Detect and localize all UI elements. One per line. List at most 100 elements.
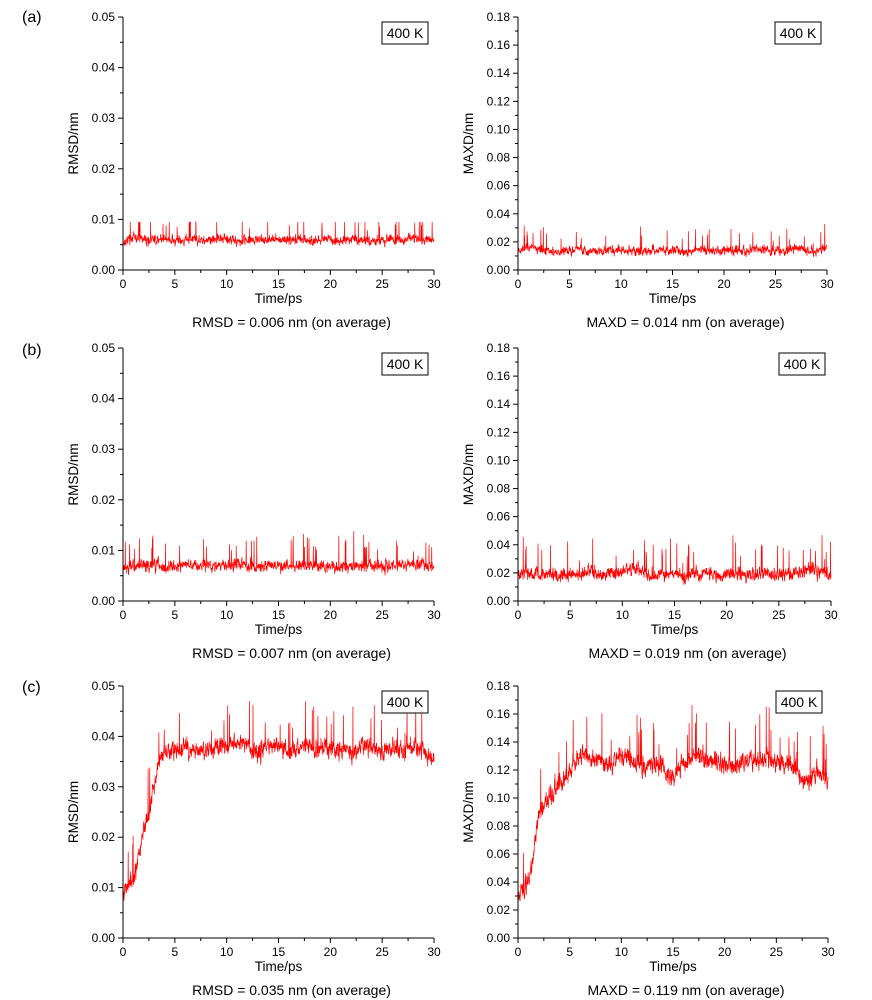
- annotation-text-c-rmsd: 400 K: [387, 694, 424, 710]
- x-axis-label-c-rmsd: Time/ps: [255, 959, 303, 974]
- x-tick-label-a-rmsd-4: 20: [324, 277, 338, 291]
- x-tick-label-c-rmsd-0: 0: [120, 945, 127, 959]
- x-axis-label-a-rmsd: Time/ps: [255, 291, 303, 306]
- y-tick-label-b-maxd-0: 0.00: [487, 594, 511, 608]
- y-tick-label-b-maxd-9: 0.18: [487, 341, 511, 355]
- x-tick-label-b-rmsd-1: 5: [171, 608, 178, 622]
- x-tick-label-b-rmsd-2: 10: [220, 608, 234, 622]
- x-axis-label-b-maxd: Time/ps: [651, 622, 699, 637]
- annotation-text-c-maxd: 400 K: [781, 694, 818, 710]
- x-tick-label-b-maxd-5: 25: [772, 608, 786, 622]
- annotation-box-c-maxd: [775, 690, 823, 714]
- caption-b-maxd: MAXD = 0.019 nm (on average): [588, 645, 786, 661]
- annotation-box-c-rmsd: [381, 690, 429, 714]
- x-axis-label-c-maxd: Time/ps: [649, 959, 697, 974]
- y-tick-label-c-maxd-3: 0.06: [487, 847, 511, 861]
- caption-c-maxd: MAXD = 0.119 nm (on average): [587, 982, 784, 998]
- x-tick-label-a-maxd-1: 5: [566, 277, 573, 291]
- y-tick-label-c-maxd-4: 0.08: [487, 819, 511, 833]
- annotation-box-a-rmsd: [381, 21, 429, 45]
- annotation-text-b-maxd: 400 K: [784, 356, 821, 372]
- x-tick-label-a-maxd-6: 30: [820, 277, 834, 291]
- x-tick-label-c-maxd-2: 10: [615, 945, 629, 959]
- y-tick-label-a-maxd-1: 0.02: [487, 235, 511, 249]
- x-tick-label-b-rmsd-6: 30: [427, 608, 441, 622]
- x-tick-label-b-rmsd-4: 20: [324, 608, 338, 622]
- annotation-text-b-rmsd: 400 K: [387, 356, 424, 372]
- y-tick-label-c-maxd-9: 0.18: [487, 679, 511, 693]
- x-tick-label-c-rmsd-1: 5: [171, 945, 178, 959]
- x-tick-label-b-rmsd-5: 25: [375, 608, 389, 622]
- x-tick-label-c-maxd-3: 15: [666, 945, 680, 959]
- y-tick-label-c-rmsd-5: 0.05: [92, 679, 116, 693]
- series-line-b-maxd: [517, 535, 832, 585]
- y-tick-label-c-rmsd-1: 0.01: [92, 881, 116, 895]
- x-tick-label-a-maxd-2: 10: [614, 277, 628, 291]
- panel-label-1: (a): [22, 9, 42, 26]
- x-tick-label-b-maxd-3: 15: [668, 608, 682, 622]
- x-tick-label-a-rmsd-2: 10: [220, 277, 234, 291]
- y-axis-label-b-maxd: MAXD/nm: [461, 444, 476, 506]
- y-tick-label-a-rmsd-0: 0.00: [92, 263, 116, 277]
- y-tick-label-a-maxd-2: 0.04: [487, 207, 511, 221]
- y-tick-label-a-maxd-6: 0.12: [487, 94, 511, 108]
- x-tick-label-a-rmsd-3: 15: [272, 277, 286, 291]
- y-tick-label-a-rmsd-1: 0.01: [92, 212, 116, 226]
- x-axis-label-b-rmsd: Time/ps: [255, 622, 303, 637]
- y-tick-label-a-maxd-5: 0.10: [487, 122, 511, 136]
- x-tick-label-c-maxd-0: 0: [515, 945, 522, 959]
- y-axis-label-b-rmsd: RMSD/nm: [66, 443, 81, 505]
- y-tick-label-b-maxd-3: 0.06: [487, 510, 511, 524]
- y-axis-label-a-maxd: MAXD/nm: [461, 113, 476, 175]
- y-tick-label-c-maxd-5: 0.10: [487, 791, 511, 805]
- y-tick-label-c-maxd-8: 0.16: [487, 707, 511, 721]
- chart-c-maxd: 0.00 0.02 0.04 0.06 0.08 0.10 0.12 0.14 0.16 0.18…: [461, 679, 835, 998]
- chart-b-maxd: 0.00 0.02 0.04 0.06 0.08 0.10 0.12 0.14 0.16 0.18…: [461, 341, 838, 661]
- x-axis-label-a-maxd: Time/ps: [649, 291, 697, 306]
- y-tick-label-b-rmsd-1: 0.01: [92, 543, 116, 557]
- x-tick-label-a-rmsd-1: 5: [171, 277, 178, 291]
- y-tick-label-a-rmsd-5: 0.05: [92, 10, 116, 24]
- y-axis-label-c-maxd: MAXD/nm: [461, 781, 476, 843]
- y-tick-label-b-maxd-4: 0.08: [487, 482, 511, 496]
- y-tick-label-b-rmsd-3: 0.03: [92, 442, 116, 456]
- annotation-box-b-maxd: [778, 352, 826, 376]
- y-tick-label-c-rmsd-2: 0.02: [92, 830, 116, 844]
- y-tick-label-a-maxd-4: 0.08: [487, 151, 511, 165]
- y-tick-label-c-maxd-2: 0.04: [487, 875, 511, 889]
- y-tick-label-c-maxd-7: 0.14: [487, 735, 511, 749]
- y-axis-label-a-rmsd: RMSD/nm: [66, 112, 81, 174]
- y-tick-label-c-rmsd-4: 0.04: [92, 729, 116, 743]
- y-tick-label-a-maxd-8: 0.16: [487, 38, 511, 52]
- series-line-a-maxd: [517, 224, 828, 257]
- x-tick-label-c-rmsd-5: 25: [375, 945, 389, 959]
- x-tick-label-a-maxd-5: 25: [769, 277, 783, 291]
- y-tick-label-a-rmsd-3: 0.03: [92, 111, 116, 125]
- annotation-text-a-maxd: 400 K: [780, 25, 817, 41]
- caption-a-rmsd: RMSD = 0.006 nm (on average): [192, 314, 391, 330]
- x-tick-label-c-maxd-6: 30: [821, 945, 835, 959]
- y-tick-label-b-maxd-8: 0.16: [487, 369, 511, 383]
- y-tick-label-b-maxd-1: 0.02: [487, 566, 511, 580]
- y-tick-label-b-rmsd-4: 0.04: [92, 392, 116, 406]
- y-tick-label-a-rmsd-2: 0.02: [92, 162, 116, 176]
- chart-c-rmsd: 0.00 0.01 0.02 0.03 0.04 0.05 0 5 10 15 20 25 30 Time…: [66, 679, 441, 998]
- y-tick-label-b-rmsd-5: 0.05: [92, 341, 116, 355]
- y-tick-label-c-rmsd-3: 0.03: [92, 780, 116, 794]
- x-tick-label-a-rmsd-5: 25: [375, 277, 389, 291]
- annotation-text-a-rmsd: 400 K: [387, 25, 424, 41]
- x-tick-label-a-maxd-3: 15: [666, 277, 680, 291]
- x-tick-label-b-rmsd-0: 0: [120, 608, 127, 622]
- chart-b-rmsd: 0.00 0.01 0.02 0.03 0.04 0.05 0 5 10 15 20 25 30 Time…: [66, 341, 441, 661]
- y-tick-label-a-maxd-3: 0.06: [487, 179, 511, 193]
- series-line-a-rmsd: [122, 221, 435, 248]
- x-tick-label-c-rmsd-2: 10: [220, 945, 234, 959]
- annotation-box-b-rmsd: [381, 352, 429, 376]
- x-tick-label-a-rmsd-6: 30: [427, 277, 441, 291]
- y-tick-label-b-maxd-6: 0.12: [487, 425, 511, 439]
- caption-b-rmsd: RMSD = 0.007 nm (on average): [192, 645, 391, 661]
- y-tick-label-c-maxd-1: 0.02: [487, 903, 511, 917]
- annotation-box-a-maxd: [774, 21, 822, 45]
- panel-label-2: (b): [22, 342, 42, 359]
